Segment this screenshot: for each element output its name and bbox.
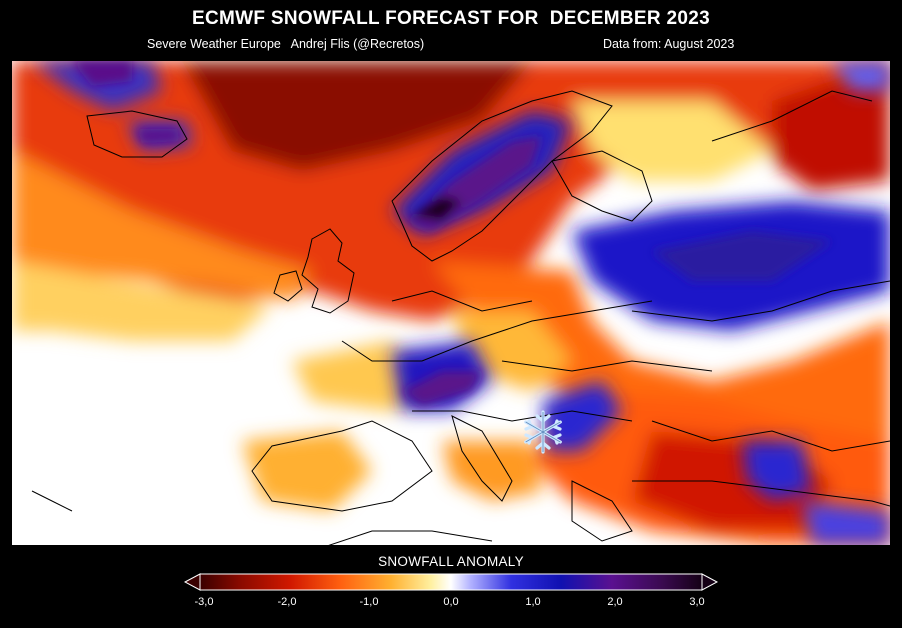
tick-label: 1,0 (525, 596, 541, 608)
tick-label: -3,0 (194, 596, 214, 608)
snowflake-icon (524, 410, 562, 454)
tick-label: 3,0 (689, 596, 705, 608)
colorbar-gradient (199, 573, 703, 591)
strong-positive-cores (72, 61, 832, 406)
tick-label: 2,0 (607, 596, 623, 608)
colorbar-ticks: -3,0 -2,0 -1,0 0,0 1,0 2,0 3,0 (0, 596, 902, 612)
snowfall-anomaly-map (12, 61, 890, 545)
tick-label: 0,0 (443, 596, 459, 608)
coastlines (31, 90, 890, 545)
credit-line: Severe Weather Europe Andrej Flis (@Recr… (147, 37, 425, 51)
colorbar-max-arrow (701, 573, 718, 591)
map-title: ECMWF SNOWFALL FORECAST FOR DECEMBER 202… (192, 8, 710, 29)
tick-label: -1,0 (359, 596, 379, 608)
colorbar-min-arrow (184, 573, 201, 591)
map-canvas (12, 61, 890, 545)
legend-title: SNOWFALL ANOMALY (378, 554, 524, 569)
tick-label: -2,0 (277, 596, 297, 608)
data-source-line: Data from: August 2023 (603, 37, 735, 51)
colorbar (184, 573, 718, 591)
